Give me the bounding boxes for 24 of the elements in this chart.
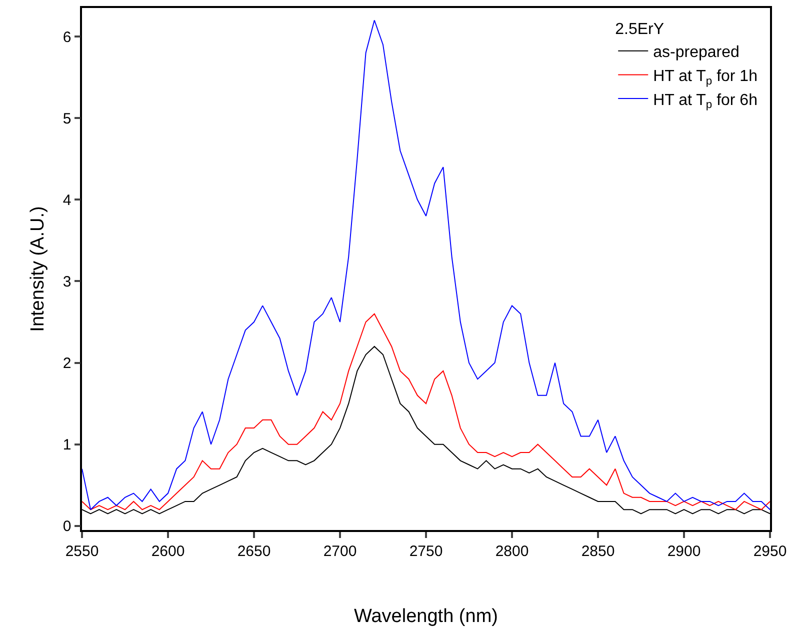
legend-label: as-prepared	[653, 44, 740, 62]
y-axis-title: Intensity (A.U.)	[27, 206, 48, 332]
legend-label: HT at T$_{p}$ for 1h	[653, 68, 758, 88]
line-series	[82, 20, 770, 510]
y-tick-label: 1	[62, 436, 72, 454]
x-tick-label: 2650	[237, 542, 271, 560]
y-tick-label: 6	[62, 28, 72, 46]
x-tick-label: 2700	[323, 542, 357, 560]
x-tick-label: 2600	[151, 542, 185, 560]
y-tick-label: 4	[62, 192, 72, 209]
y-tick-label: 5	[62, 110, 72, 128]
legend-label: HT at T$_{p}$ for 6h	[653, 92, 758, 112]
x-tick-label: 2950	[753, 542, 787, 560]
line-series	[82, 313, 770, 510]
legend-title: 2.5ErY	[615, 21, 664, 38]
x-tick-label: 2850	[581, 542, 615, 560]
x-tick-label: 2800	[495, 542, 529, 560]
x-tick-label: 2550	[65, 542, 99, 560]
y-tick-label: 2	[62, 355, 72, 372]
y-tick-label: 3	[62, 273, 72, 290]
x-tick-label: 2750	[409, 542, 443, 560]
x-axis-title: Wavelength (nm)	[354, 606, 498, 628]
y-tick-label: 0	[62, 518, 72, 536]
x-tick-label: 2900	[667, 542, 701, 560]
